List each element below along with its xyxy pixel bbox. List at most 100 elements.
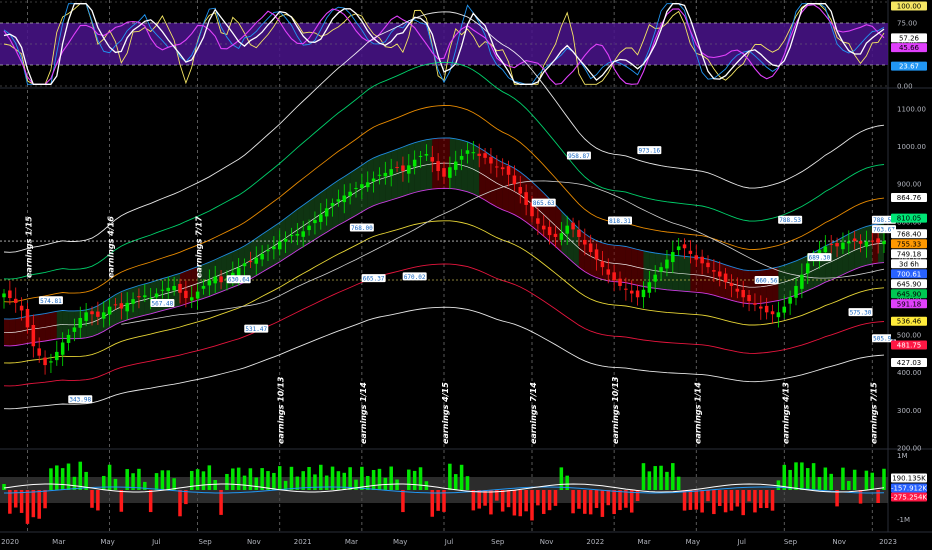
volume-bar bbox=[841, 467, 845, 490]
price-badge-box bbox=[891, 249, 927, 259]
candle-body bbox=[37, 348, 41, 356]
candle-body bbox=[313, 220, 317, 224]
candle-body bbox=[753, 303, 757, 305]
price-badge: 768.40 bbox=[891, 229, 927, 239]
volume-bar bbox=[260, 468, 264, 490]
time-tick-label: Jul bbox=[444, 538, 454, 546]
price-annotation: 689.30 bbox=[807, 253, 832, 262]
candle-body bbox=[841, 242, 845, 250]
price-annotation-text: 531.47 bbox=[245, 326, 267, 333]
earnings-label: earnings 10/13 bbox=[277, 376, 286, 444]
price-badge: 536.46 bbox=[891, 316, 927, 326]
candle-body bbox=[565, 225, 569, 234]
candle-body bbox=[154, 293, 159, 298]
candle-body bbox=[506, 166, 511, 175]
price-annotation: 973.16 bbox=[637, 146, 662, 155]
volume-bar bbox=[313, 474, 317, 490]
volume-badge-box bbox=[891, 473, 927, 483]
candle-body bbox=[254, 257, 259, 264]
volume-bar bbox=[594, 490, 599, 508]
volume-bar bbox=[629, 490, 634, 513]
price-annotation: 788.53 bbox=[778, 215, 803, 224]
volume-bar bbox=[107, 464, 112, 490]
price-badge-text: 700.61 bbox=[897, 270, 922, 278]
volume-bar bbox=[207, 465, 212, 490]
price-badge-text: 755.33 bbox=[897, 240, 922, 248]
price-badge-text: 427.03 bbox=[897, 359, 922, 367]
oscillator-badge: 100.00 bbox=[891, 1, 927, 11]
candle-body bbox=[131, 299, 135, 304]
time-tick-label: Mar bbox=[52, 538, 65, 546]
volume-bar bbox=[172, 478, 176, 490]
candle-body bbox=[764, 305, 769, 313]
volume-bar bbox=[712, 490, 716, 515]
price-annotation-text: 973.16 bbox=[638, 148, 660, 155]
volume-bar bbox=[160, 470, 165, 490]
candle-body bbox=[295, 233, 300, 236]
price-annotation: 575.30 bbox=[848, 308, 873, 317]
price-annotation-box bbox=[402, 272, 427, 281]
candle-body bbox=[342, 195, 347, 203]
volume-bar bbox=[547, 490, 552, 511]
price-badge: 810.05 bbox=[891, 213, 927, 223]
candle-body bbox=[430, 157, 435, 162]
candle-body bbox=[90, 311, 94, 315]
candle-body bbox=[465, 150, 470, 154]
candle-body bbox=[436, 161, 440, 172]
candle-body bbox=[647, 282, 652, 293]
price-badge-box bbox=[891, 316, 927, 326]
candle-body bbox=[31, 325, 36, 347]
volume-bar bbox=[55, 465, 59, 490]
time-tick-label: 2021 bbox=[294, 538, 312, 546]
candle-body bbox=[624, 288, 628, 290]
price-badge-box bbox=[891, 299, 927, 309]
candle-body bbox=[659, 267, 663, 272]
candle-body bbox=[125, 302, 129, 312]
price-badge-text: 591.18 bbox=[897, 300, 922, 308]
price-annotation-text: 865.63 bbox=[533, 200, 555, 207]
price-badge: 645.90 bbox=[891, 279, 927, 289]
candle-body bbox=[782, 306, 787, 313]
price-annotation-box bbox=[566, 151, 591, 160]
candle-body bbox=[348, 191, 352, 197]
volume-bar bbox=[137, 468, 141, 490]
volume-bar bbox=[148, 490, 153, 513]
candle-body bbox=[360, 184, 364, 189]
volume-badge-text: -275.254K bbox=[891, 494, 927, 502]
volume-bar bbox=[565, 475, 569, 490]
volume-bar bbox=[60, 468, 65, 490]
volume-bar bbox=[764, 490, 769, 509]
volume-bar bbox=[823, 467, 828, 490]
price-annotation-text: 505.91 bbox=[873, 336, 895, 343]
candle-body bbox=[653, 274, 657, 282]
candle-body bbox=[389, 169, 393, 176]
volume-bar bbox=[483, 490, 487, 506]
price-annotation-text: 574.81 bbox=[40, 298, 62, 305]
candle-body bbox=[19, 305, 24, 311]
volume-bar bbox=[835, 490, 839, 507]
volume-bar bbox=[360, 466, 364, 490]
volume-bar bbox=[717, 490, 722, 507]
candle-body bbox=[600, 261, 605, 268]
price-annotation: 670.02 bbox=[402, 272, 427, 281]
candle-body bbox=[78, 317, 83, 328]
oscillator-badge-text: 57.26 bbox=[899, 34, 920, 42]
earnings-label: earnings 4/13 bbox=[781, 382, 790, 444]
candle-body bbox=[518, 187, 523, 194]
price-badge-text: 481.75 bbox=[897, 341, 922, 349]
volume-bar bbox=[277, 466, 282, 490]
volume-badge-text: -157.912K bbox=[891, 485, 927, 493]
candle-body bbox=[794, 285, 798, 298]
volume-bar bbox=[72, 476, 77, 490]
volume-bar bbox=[213, 479, 217, 490]
volume-bar bbox=[811, 463, 816, 490]
candle-body bbox=[189, 297, 194, 301]
candle-body bbox=[371, 178, 376, 182]
candle-body bbox=[712, 270, 716, 272]
price-annotation: 531.47 bbox=[244, 324, 269, 333]
volume-bar bbox=[395, 479, 399, 490]
envelope-band bbox=[3, 263, 885, 387]
oscillator-badge-box bbox=[891, 1, 927, 11]
candle-body bbox=[864, 241, 869, 247]
